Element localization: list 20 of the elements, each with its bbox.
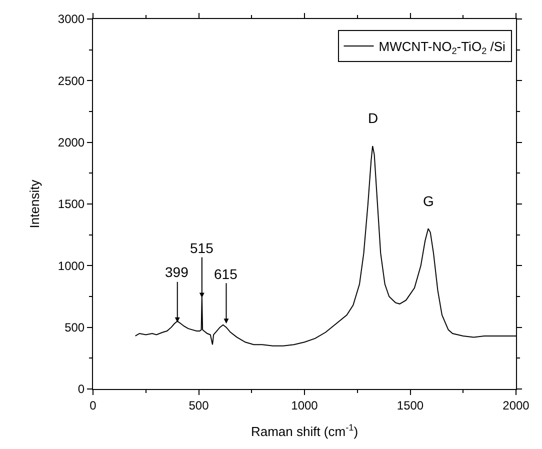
- y-axis-title: Intensity: [26, 179, 42, 228]
- y-tick-label: 3000: [58, 12, 85, 26]
- y-tick-label: 1500: [58, 197, 85, 212]
- x-tick-label: 1000: [291, 398, 318, 412]
- x-tick-label: 0: [90, 398, 97, 412]
- annotation: D: [368, 110, 378, 126]
- legend-label: MWCNT-NO$_{2}$-TiO$_{2}$ /Si: [378, 39, 506, 56]
- x-tick-label: 500: [188, 398, 210, 412]
- y-tick-label: 2500: [58, 74, 85, 88]
- y-tick-label: 1000: [58, 258, 85, 273]
- x-tick-label: 1500: [396, 398, 424, 412]
- y-tick-label: 0: [78, 382, 85, 396]
- y-tick-label: 500: [64, 320, 85, 335]
- y-tick-label: 2000: [58, 136, 85, 150]
- annotation: 615: [214, 266, 238, 282]
- annotation: G: [423, 193, 434, 209]
- annotation: 515: [190, 240, 214, 256]
- annotation: 399: [165, 264, 189, 280]
- x-tick-label: 2000: [502, 398, 530, 412]
- x-axis-title: Raman shift (cm$^{-1}$): [250, 422, 358, 439]
